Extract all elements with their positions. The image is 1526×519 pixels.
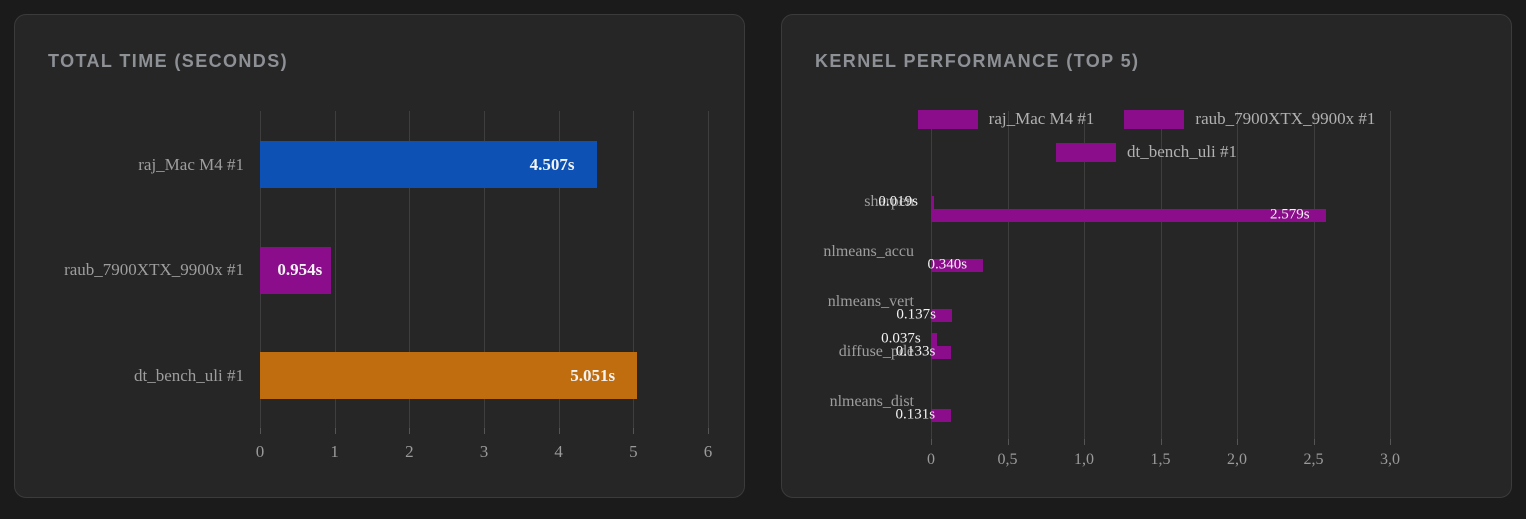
- legend-swatch: [1124, 109, 1185, 129]
- axis-tick: [1084, 439, 1085, 445]
- value-label: 0.954s: [277, 260, 323, 279]
- gridline: [1160, 111, 1162, 439]
- legend-item[interactable]: raj_Mac M4 #1: [917, 109, 1095, 129]
- value-label: 0.019s: [878, 193, 918, 210]
- bar[interactable]: [931, 208, 1326, 222]
- total-time-chart: 0 1 2 3 4 5 6 raj_Mac M4 #1 4.507s raub_7900XTX_9…: [15, 15, 744, 497]
- legend-row-1: raj_Mac M4 #1 raub_7900XTX_9900x #1: [782, 109, 1511, 129]
- x-tick-label: 5: [629, 442, 638, 461]
- x-tick-label: 2,0: [1227, 451, 1247, 468]
- legend-item[interactable]: dt_bench_uli #1: [1055, 142, 1237, 162]
- x-tick-label: 4: [554, 442, 563, 461]
- total-time-title: TOTAL TIME (SECONDS): [48, 51, 289, 71]
- x-tick-label: 3,0: [1380, 451, 1400, 468]
- bar[interactable]: [931, 258, 984, 272]
- legend-swatch: [917, 109, 978, 129]
- axis-tick: [708, 428, 709, 434]
- category-label: diffuse_pde: [838, 343, 914, 360]
- category-label: nlmeans_accu: [823, 243, 914, 260]
- value-label: 0.133s: [895, 343, 936, 360]
- bar[interactable]: [931, 195, 934, 209]
- gridline: [1237, 111, 1238, 439]
- axis-tick: [633, 428, 635, 434]
- category-label: raj_Mac M4 #1: [138, 154, 244, 174]
- bar[interactable]: [931, 308, 952, 322]
- bar[interactable]: [931, 332, 937, 346]
- axis-tick: [1313, 439, 1315, 445]
- category-label: raub_7900XTX_9900x #1: [64, 260, 244, 279]
- x-tick-label: 0,5: [997, 451, 1018, 468]
- x-tick-label: 0: [255, 442, 265, 461]
- gridline: [1007, 111, 1009, 439]
- bar[interactable]: [931, 345, 952, 359]
- axis-tick: [558, 428, 560, 434]
- value-label: 0.131s: [895, 406, 936, 423]
- bar[interactable]: [260, 352, 638, 399]
- kernel-performance-title: KERNEL PERFORMANCE (TOP 5): [815, 51, 1140, 71]
- value-label: 2.579s: [1270, 206, 1310, 223]
- gridline: [484, 111, 485, 428]
- legend-swatch: [1055, 142, 1116, 162]
- x-tick-label: 2: [405, 442, 414, 461]
- gridline: [708, 111, 709, 428]
- axis-tick: [931, 439, 932, 445]
- category-label: dt_bench_uli #1: [133, 365, 244, 385]
- category-label: nlmeans_vert: [827, 293, 914, 310]
- gridline: [633, 111, 635, 428]
- gridline: [558, 111, 560, 428]
- gridline: [409, 111, 411, 428]
- axis-tick: [1390, 439, 1391, 445]
- legend-label: raj_Mac M4 #1: [988, 109, 1095, 128]
- axis-tick: [334, 428, 336, 434]
- total-time-panel: TOTAL TIME (SECONDS) 0 1 2 3 4 5 6 raj_Mac M4 #…: [14, 14, 745, 498]
- legend-label: raub_7900XTX_9900x #1: [1195, 109, 1376, 128]
- legend-label: dt_bench_uli #1: [1126, 142, 1237, 161]
- x-tick-label: 2,5: [1303, 451, 1324, 468]
- kernel-performance-panel: KERNEL PERFORMANCE (TOP 5) 0 0,5 1,0 1,5 2,0…: [781, 14, 1512, 498]
- category-label: nlmeans_dist: [829, 393, 914, 410]
- x-tick-label: 1,0: [1074, 451, 1094, 468]
- category-label: sharpen: [864, 193, 914, 210]
- value-label: 0.137s: [896, 306, 936, 323]
- axis-tick: [1007, 439, 1009, 445]
- gridline: [334, 111, 336, 428]
- axis-tick: [260, 428, 261, 434]
- gridline: [1084, 111, 1085, 439]
- value-label: 0.037s: [881, 330, 921, 347]
- value-label: 4.507s: [529, 154, 575, 174]
- legend-item[interactable]: raub_7900XTX_9900x #1: [1124, 109, 1375, 129]
- axis-tick: [1237, 439, 1238, 445]
- x-tick-label: 0: [927, 451, 935, 468]
- gridline: [1390, 111, 1391, 439]
- x-tick-label: 1: [330, 442, 339, 461]
- axis-tick: [409, 428, 411, 434]
- x-tick-label: 3: [479, 442, 489, 461]
- axis-tick: [484, 428, 485, 434]
- bar[interactable]: [931, 408, 952, 422]
- bar[interactable]: [260, 141, 597, 188]
- axis-tick: [1160, 439, 1162, 445]
- gridline: [1313, 111, 1315, 439]
- bar[interactable]: [260, 246, 332, 294]
- value-label: 5.051s: [570, 365, 616, 385]
- x-tick-label: 6: [703, 442, 713, 461]
- x-tick-label: 1,5: [1150, 451, 1171, 468]
- legend-row-2: dt_bench_uli #1: [782, 142, 1511, 162]
- gridline: [931, 111, 932, 439]
- value-label: 0.340s: [927, 256, 968, 273]
